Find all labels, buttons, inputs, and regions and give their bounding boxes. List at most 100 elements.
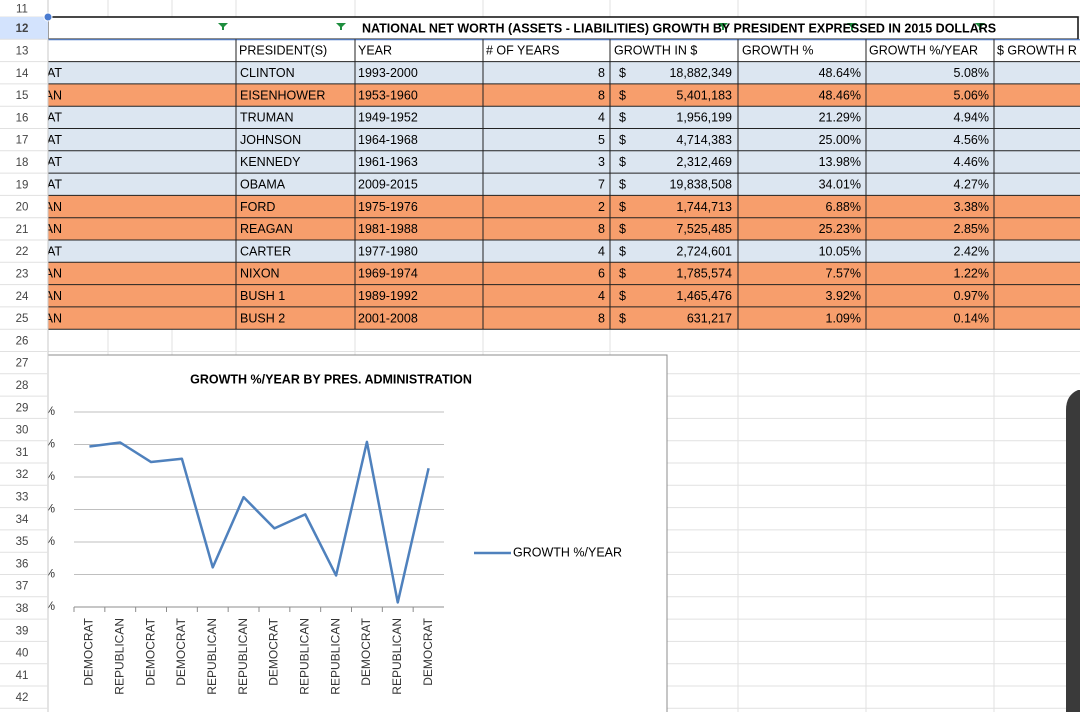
president-cell: FORD — [240, 200, 275, 214]
growth-per-year-cell: 5.06% — [954, 88, 989, 102]
president-cell: OBAMA — [240, 178, 286, 192]
year-cell: 1975-1976 — [358, 200, 418, 214]
row-number[interactable]: 22 — [16, 246, 29, 258]
row-number[interactable]: 19 — [16, 179, 29, 191]
row-number[interactable]: 42 — [16, 692, 29, 704]
row-number[interactable]: 41 — [16, 670, 29, 682]
x-tick-label: REPUBLICAN — [236, 618, 250, 695]
x-tick-label: DEMOCRAT — [267, 617, 281, 685]
growth-dollars-cell: 1,744,713 — [676, 200, 732, 214]
row-number[interactable]: 30 — [16, 425, 29, 437]
row-number[interactable]: 13 — [16, 45, 29, 57]
data-row — [48, 128, 1080, 151]
row-number[interactable]: 25 — [16, 313, 29, 325]
row-number[interactable]: 16 — [16, 112, 29, 124]
data-row — [48, 83, 1080, 107]
row-number[interactable]: 28 — [16, 380, 29, 392]
row-number[interactable]: 14 — [16, 68, 29, 80]
row-number[interactable]: 34 — [16, 514, 29, 526]
currency-symbol: $ — [619, 88, 626, 102]
growth-dollars-cell: 18,882,349 — [669, 66, 732, 80]
year-cell: 1977-1980 — [358, 244, 418, 258]
row-number[interactable]: 37 — [16, 581, 29, 593]
row-number[interactable]: 18 — [16, 157, 29, 169]
years-count-cell: 7 — [598, 178, 605, 192]
row-number[interactable]: 21 — [16, 224, 29, 236]
growth-percent-cell: 48.64% — [819, 66, 861, 80]
row-number[interactable]: 12 — [16, 23, 29, 35]
growth-percent-cell: 25.00% — [819, 133, 861, 147]
filter-icon[interactable] — [218, 23, 228, 30]
row-number[interactable]: 35 — [16, 536, 29, 548]
growth-per-year-cell: 2.42% — [954, 244, 989, 258]
row-number[interactable]: 23 — [16, 268, 29, 280]
growth-percent-cell: 1.09% — [826, 311, 861, 325]
scroll-handle[interactable] — [1066, 390, 1080, 712]
president-cell: REAGAN — [240, 222, 293, 236]
x-tick-label: REPUBLICAN — [112, 618, 126, 695]
currency-symbol: $ — [619, 222, 626, 236]
filter-icon[interactable] — [847, 23, 857, 30]
growth-per-year-cell: 4.27% — [954, 178, 989, 192]
currency-symbol: $ — [619, 200, 626, 214]
president-cell: NIXON — [240, 267, 280, 281]
growth-percent-cell: 6.88% — [826, 200, 861, 214]
row-number[interactable]: 17 — [16, 135, 29, 147]
row-number[interactable]: 26 — [16, 335, 29, 347]
year-cell: 1961-1963 — [358, 155, 418, 169]
year-cell: 2001-2008 — [358, 311, 418, 325]
selection-handle[interactable] — [43, 12, 53, 22]
growth-percent-cell: 21.29% — [819, 111, 861, 125]
growth-percent-cell: 3.92% — [826, 289, 861, 303]
x-tick-label: DEMOCRAT — [143, 617, 157, 685]
year-cell: 2009-2015 — [358, 178, 418, 192]
year-cell: 1949-1952 — [358, 111, 418, 125]
growth-dollars-cell: 19,838,508 — [669, 178, 732, 192]
column-header: PRESIDENT(S) — [239, 44, 327, 58]
years-count-cell: 8 — [598, 88, 605, 102]
growth-percent-cell: 10.05% — [819, 244, 861, 258]
data-row — [48, 284, 1080, 307]
row-number[interactable]: 31 — [16, 447, 29, 459]
president-cell: CARTER — [240, 244, 291, 258]
row-number[interactable]: 20 — [16, 202, 29, 214]
filter-icon[interactable] — [718, 23, 728, 30]
growth-dollars-cell: 7,525,485 — [676, 222, 732, 236]
row-number[interactable]: 29 — [16, 402, 29, 414]
growth-per-year-cell: 4.46% — [954, 155, 989, 169]
filter-icon[interactable] — [975, 23, 985, 30]
row-number[interactable]: 32 — [16, 469, 29, 481]
growth-dollars-cell: 5,401,183 — [676, 88, 732, 102]
row-number[interactable]: 38 — [16, 603, 29, 615]
row-number[interactable]: 27 — [16, 358, 29, 370]
row-number[interactable]: 33 — [16, 491, 29, 503]
x-tick-label: DEMOCRAT — [174, 617, 188, 685]
row-number[interactable]: 24 — [16, 291, 29, 303]
row-number[interactable]: 40 — [16, 648, 29, 660]
chart-title: GROWTH %/YEAR BY PRES. ADMINISTRATION — [190, 372, 472, 386]
data-row — [48, 217, 1080, 240]
selected-row-header[interactable] — [0, 17, 48, 40]
data-row — [48, 262, 1080, 285]
president-cell: JOHNSON — [240, 133, 301, 147]
data-row — [48, 61, 1080, 84]
growth-dollars-cell: 2,312,469 — [676, 155, 732, 169]
x-tick-label: REPUBLICAN — [297, 618, 311, 695]
row-number[interactable]: 11 — [16, 4, 28, 16]
currency-symbol: $ — [619, 111, 626, 125]
years-count-cell: 2 — [598, 200, 605, 214]
column-header: GROWTH IN $ — [614, 44, 697, 58]
row-number[interactable]: 39 — [16, 625, 29, 637]
growth-percent-cell: 34.01% — [819, 178, 861, 192]
row-header-gutter — [0, 0, 48, 712]
x-tick-label: REPUBLICAN — [328, 618, 342, 695]
filter-icon[interactable] — [336, 23, 346, 30]
growth-per-year-cell: 4.56% — [954, 133, 989, 147]
x-tick-label: REPUBLICAN — [205, 618, 219, 695]
president-cell: BUSH 1 — [240, 289, 285, 303]
column-header: GROWTH % — [742, 44, 814, 58]
row-number[interactable]: 36 — [16, 558, 29, 570]
currency-symbol: $ — [619, 289, 626, 303]
years-count-cell: 8 — [598, 222, 605, 236]
row-number[interactable]: 15 — [16, 90, 29, 102]
